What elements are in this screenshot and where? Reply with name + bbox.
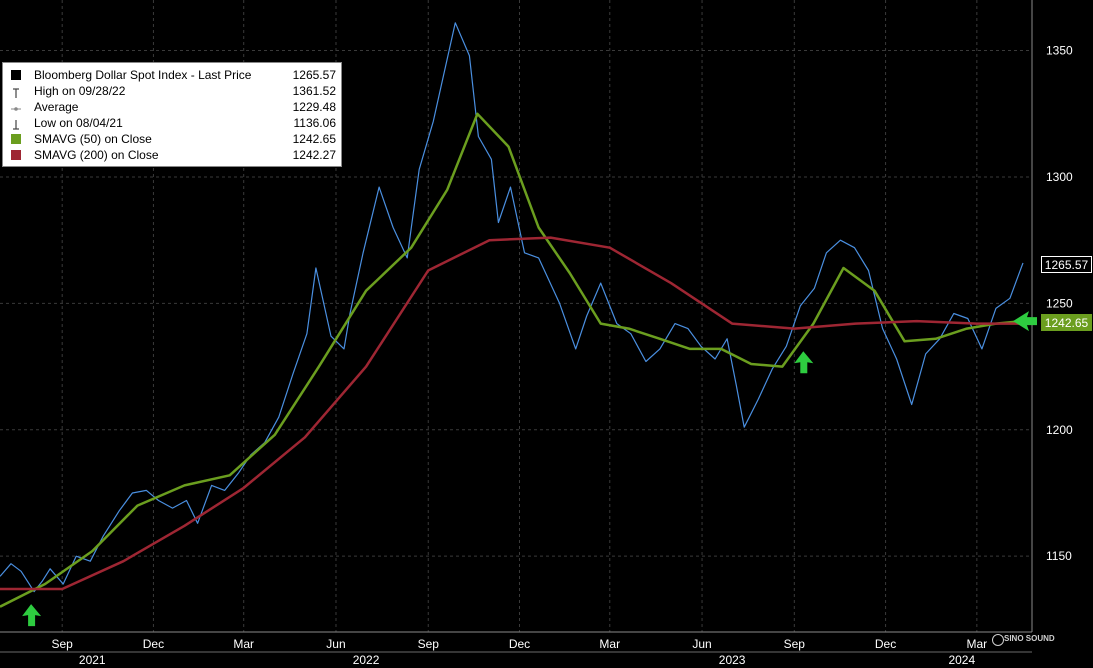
year-label: 2021 [79, 653, 106, 667]
year-label: 2024 [948, 653, 975, 667]
watermark-text: SINO SOUND [1004, 634, 1055, 643]
year-label: 2022 [353, 653, 380, 667]
legend-row-average: Average 1229.48 [3, 99, 341, 115]
average-marker-icon [11, 102, 21, 112]
chart-legend: Bloomberg Dollar Spot Index - Last Price… [2, 62, 342, 167]
legend-row-high: High on 09/28/22 1361.52 [3, 83, 341, 99]
legend-label-last-price: Bloomberg Dollar Spot Index - Last Price [34, 68, 252, 82]
green-arrow-icon [1013, 311, 1037, 332]
legend-row-sma200: SMAVG (200) on Close 1242.27 [3, 147, 341, 163]
x-tick-label: Dec [143, 637, 164, 651]
watermark-logo-icon [992, 634, 1004, 646]
x-tick-label: Jun [326, 637, 345, 651]
legend-label-low: Low on 08/04/21 [34, 116, 123, 130]
legend-value-sma200: 1242.27 [292, 148, 336, 162]
sma50-line [0, 112, 1024, 608]
x-tick-label: Sep [418, 637, 440, 651]
legend-swatch-last-price [11, 70, 21, 80]
x-tick-label: Dec [875, 637, 896, 651]
green-arrow-icon [22, 604, 42, 627]
x-tick-label: Sep [52, 637, 74, 651]
green-arrow-icon [794, 351, 814, 374]
legend-row-low: Low on 08/04/21 1136.06 [3, 115, 341, 131]
annotations [22, 311, 1037, 627]
last-price-tag: 1265.57 [1041, 255, 1092, 273]
year-label: 2023 [719, 653, 746, 667]
x-tick-label: Sep [784, 637, 806, 651]
grid-lines [0, 0, 1032, 632]
legend-row-sma50: SMAVG (50) on Close 1242.65 [3, 131, 341, 147]
legend-value-high: 1361.52 [292, 84, 336, 98]
x-tick-label: Jun [692, 637, 711, 651]
legend-value-low: 1136.06 [293, 116, 337, 130]
legend-label-sma50: SMAVG (50) on Close [34, 132, 152, 146]
sma200-line [0, 236, 1023, 591]
price-line [0, 22, 1024, 593]
y-tick-label: 1300 [1046, 170, 1073, 184]
x-tick-label: Dec [509, 637, 530, 651]
x-tick-label: Mar [599, 637, 620, 651]
series-layer [0, 22, 1024, 608]
legend-swatch-sma50 [11, 134, 21, 144]
x-tick-label: Mar [967, 637, 988, 651]
legend-value-average: 1229.48 [292, 100, 336, 114]
legend-label-sma200: SMAVG (200) on Close [34, 148, 159, 162]
legend-value-last-price: 1265.57 [292, 68, 336, 82]
legend-value-sma50: 1242.65 [292, 132, 336, 146]
y-tick-label: 1200 [1046, 423, 1073, 437]
legend-swatch-sma200 [11, 150, 21, 160]
sma50-tag: 1242.65 [1041, 313, 1092, 331]
y-tick-label: 1150 [1046, 549, 1072, 563]
y-tick-label: 1350 [1046, 44, 1073, 58]
y-tick-label: 1250 [1046, 296, 1073, 310]
high-marker-icon [11, 86, 21, 98]
legend-row-last-price: Bloomberg Dollar Spot Index - Last Price… [3, 67, 341, 83]
legend-label-average: Average [34, 100, 79, 114]
low-marker-icon [11, 118, 21, 130]
x-tick-label: Mar [233, 637, 254, 651]
legend-label-high: High on 09/28/22 [34, 84, 126, 98]
